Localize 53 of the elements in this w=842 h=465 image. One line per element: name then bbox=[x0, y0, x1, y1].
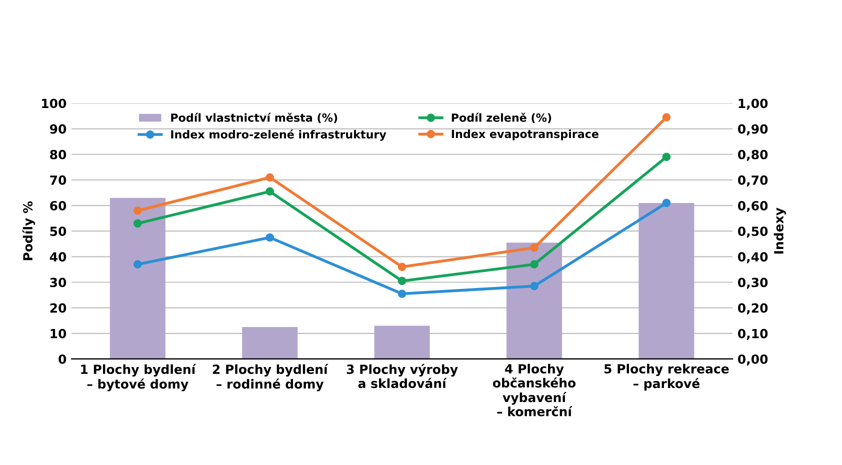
point bbox=[266, 187, 274, 196]
y2-tick-label: 0,30 bbox=[738, 278, 768, 289]
legend-label: Index evapotranspirace bbox=[452, 130, 598, 140]
x-tick-label: 2 Plochy bydlení – rodinné domy bbox=[212, 364, 328, 392]
point bbox=[134, 206, 142, 215]
point bbox=[662, 152, 671, 162]
y-tick-label: 30 bbox=[50, 278, 66, 288]
y2-axis-title: Indexy bbox=[774, 208, 786, 254]
y-tick-label: 90 bbox=[50, 124, 66, 134]
y2-tick-label: 0,10 bbox=[738, 328, 768, 340]
bar bbox=[638, 202, 694, 359]
point bbox=[134, 219, 142, 228]
point bbox=[398, 276, 406, 286]
point bbox=[398, 262, 406, 272]
bar bbox=[242, 327, 298, 359]
bar bbox=[506, 242, 562, 359]
x-tick-label: 5 Plochy rekreace – parkové bbox=[604, 364, 729, 391]
y-tick-label: 100 bbox=[42, 98, 66, 108]
point bbox=[662, 113, 671, 122]
y2-tick-label: 0,50 bbox=[738, 226, 768, 238]
y-tick-label: 20 bbox=[50, 303, 66, 313]
y2-tick-label: 0,60 bbox=[738, 201, 768, 212]
point bbox=[662, 198, 671, 208]
y-tick-label: 60 bbox=[50, 201, 66, 210]
x-tick-label: 3 Plochy výroby a skladování bbox=[346, 364, 458, 388]
point bbox=[266, 233, 274, 242]
x-tick-label: 4 Plochy občanského vybavení – komerční bbox=[492, 364, 576, 416]
y2-tick-label: 1,00 bbox=[738, 98, 768, 110]
point bbox=[530, 244, 538, 252]
point bbox=[530, 260, 538, 269]
y2-tick-label: 0,00 bbox=[738, 354, 768, 366]
y2-tick-label: 0,90 bbox=[738, 124, 768, 136]
legend-label: Podíl zeleně (%) bbox=[452, 112, 552, 124]
y2-tick-label: 0,80 bbox=[738, 150, 768, 161]
y-tick-label: 0 bbox=[58, 354, 66, 364]
y-tick-label: 40 bbox=[50, 252, 66, 262]
y2-tick-label: 0,70 bbox=[738, 175, 768, 186]
point bbox=[398, 290, 406, 298]
y-axis-title: Podíly % bbox=[22, 201, 36, 260]
y-tick-label: 80 bbox=[50, 150, 66, 160]
bar bbox=[110, 198, 166, 359]
y-tick-label: 10 bbox=[50, 328, 66, 338]
y-tick-label: 70 bbox=[50, 175, 66, 185]
point bbox=[266, 173, 274, 182]
x-tick-label: 1 Plochy bydlení – bytové domy bbox=[81, 364, 196, 392]
legend-label: Index modro-zelené infrastruktury bbox=[171, 130, 386, 141]
legend-label: Podíl vlastnictví města (%) bbox=[171, 112, 338, 124]
point bbox=[134, 260, 142, 269]
y2-tick-label: 0,20 bbox=[738, 303, 768, 314]
point bbox=[530, 282, 538, 290]
bar bbox=[374, 326, 430, 359]
y-tick-label: 50 bbox=[50, 226, 66, 236]
y2-tick-label: 0,40 bbox=[738, 252, 768, 264]
